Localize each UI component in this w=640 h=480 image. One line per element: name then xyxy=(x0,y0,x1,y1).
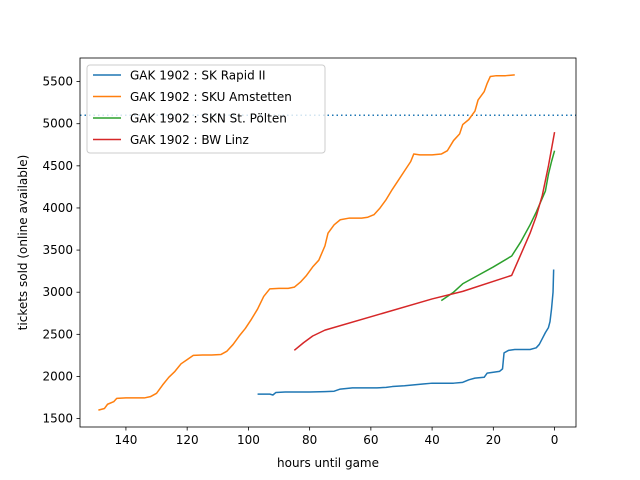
legend-label: GAK 1902 : SKU Amstetten xyxy=(130,90,292,104)
legend-label: GAK 1902 : SK Rapid II xyxy=(130,69,266,83)
y-tick-label: 1500 xyxy=(42,412,73,426)
y-tick-label: 4500 xyxy=(42,159,73,173)
x-tick-label: 140 xyxy=(114,433,137,447)
x-tick-label: 40 xyxy=(424,433,439,447)
y-tick-label: 3500 xyxy=(42,243,73,257)
legend-label: GAK 1902 : SKN St. Pölten xyxy=(130,112,287,126)
y-tick-label: 5000 xyxy=(42,117,73,131)
y-tick-label: 3000 xyxy=(42,285,73,299)
y-tick-label: 4000 xyxy=(42,201,73,215)
legend-box xyxy=(86,64,326,154)
series-line-2 xyxy=(98,74,515,411)
y-axis: 1500 2000 2500 3000 3500 4000 4500 5000 5500 xyxy=(42,75,80,426)
x-tick-label: 0 xyxy=(551,433,559,447)
axes-frame xyxy=(79,57,577,428)
x-tick-label: 20 xyxy=(486,433,501,447)
legend-label: GAK 1902 : BW Linz xyxy=(130,133,249,147)
y-tick-label: 2500 xyxy=(42,327,73,341)
x-tick-label: 60 xyxy=(363,433,378,447)
series-line-4 xyxy=(293,132,556,351)
y-tick-label: 5500 xyxy=(42,75,73,89)
x-tick-label: 120 xyxy=(176,433,199,447)
x-tick-label: 80 xyxy=(302,433,317,447)
plot-area xyxy=(80,74,576,411)
y-axis-label: tickets sold (online available) xyxy=(16,155,30,331)
x-axis-label: hours until game xyxy=(277,456,379,470)
y-tick-label: 2000 xyxy=(42,369,73,383)
series-line-3 xyxy=(440,150,556,302)
series-line-1 xyxy=(257,269,555,396)
legend: GAK 1902 : SK Rapid II GAK 1902 : SKU Ams… xyxy=(86,64,326,154)
x-tick-label: 100 xyxy=(237,433,260,447)
x-axis: 140 120 100 80 60 40 20 0 xyxy=(114,427,558,447)
